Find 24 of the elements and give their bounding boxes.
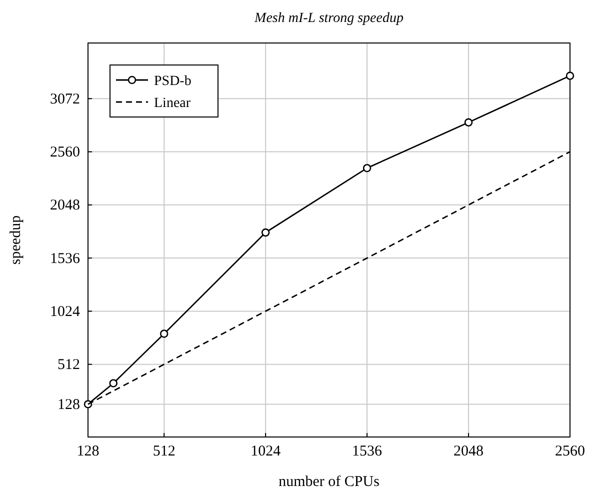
x-tick-label: 2560 (555, 444, 585, 460)
legend-label: Linear (154, 96, 191, 111)
point (362, 164, 372, 172)
chart-title: Mesh mI-L strong speedup (254, 11, 404, 26)
point (109, 379, 118, 388)
y-tick-label: 512 (58, 357, 80, 374)
x-tick-label: 512 (152, 444, 176, 460)
point (464, 118, 473, 127)
point (160, 330, 168, 338)
y-tick-label: 1536 (50, 250, 80, 267)
x-axis-title: number of CPUs (278, 474, 380, 490)
x-tick-label: 128 (76, 444, 100, 460)
y-tick-label: 3072 (50, 91, 80, 108)
point (261, 228, 270, 237)
y-tick-label: 2048 (50, 198, 80, 214)
legend-label: PSD-b (154, 74, 192, 89)
point (566, 72, 574, 80)
y-tick-label: 1024 (50, 304, 80, 320)
x-tick-label: 1024 (250, 444, 282, 460)
y-axis-title: speedup (8, 215, 24, 265)
y-tick-label: 2560 (50, 144, 80, 161)
y-tick-label: 128 (58, 397, 80, 413)
x-tick-label: 1536 (352, 444, 383, 460)
x-tick-label: 2048 (454, 444, 484, 460)
